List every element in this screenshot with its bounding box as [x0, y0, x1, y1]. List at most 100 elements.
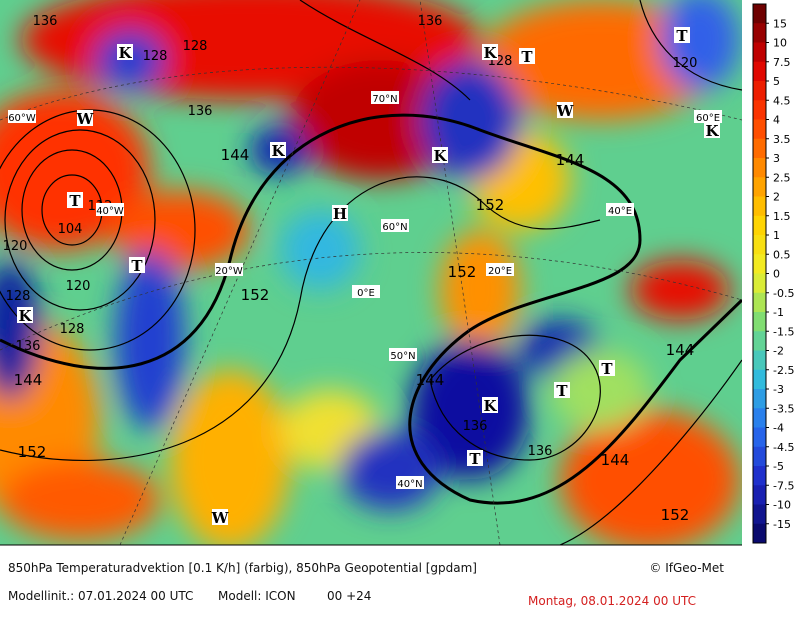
colorbar-label: 4.5 — [773, 94, 791, 107]
copyright: © IfGeo-Met — [649, 561, 724, 575]
system-box — [554, 382, 570, 398]
colorbar-label: 1 — [773, 229, 780, 242]
colorbar-segment — [753, 446, 766, 467]
grid-label-box — [352, 285, 380, 298]
colorbar-segment — [753, 4, 766, 24]
colorbar-segment — [753, 196, 766, 217]
map — [0, 0, 742, 545]
grid-label: 40°W — [96, 206, 124, 217]
contour-label: 120 — [66, 279, 91, 294]
colorbar-label: -5 — [773, 460, 784, 473]
colorbar-segment — [753, 23, 766, 43]
colorbar-label: 7.5 — [773, 56, 791, 69]
grid-label-box — [486, 263, 514, 276]
colorbar-label: 2.5 — [773, 171, 791, 184]
lead-time: 00 +24 — [327, 589, 371, 603]
system-box — [432, 147, 448, 163]
colorbar-label: 10 — [773, 37, 787, 50]
colorbar-label: -3 — [773, 383, 784, 396]
system-box — [77, 110, 93, 126]
colorbar-label: -1.5 — [773, 325, 794, 338]
colorbar-label: -7.5 — [773, 479, 794, 492]
grid-label-box — [381, 219, 409, 232]
colorbar-label: -3.5 — [773, 402, 794, 415]
init-time: Modellinit.: 07.01.2024 00 UTC — [8, 589, 193, 603]
colorbar-label: -15 — [773, 518, 791, 531]
grid-label: 0°E — [357, 288, 375, 299]
colorbar-label: -4 — [773, 422, 784, 435]
system-box — [332, 205, 348, 221]
colorbar-segment — [753, 215, 766, 236]
colorbar-segment — [753, 466, 766, 486]
system-box — [270, 142, 286, 158]
grid-label: 20°E — [488, 266, 512, 277]
grid-label: 50°N — [390, 351, 415, 362]
colorbar-label: 4 — [773, 114, 780, 127]
colorbar-segment — [753, 504, 766, 525]
colorbar-label: -2.5 — [773, 364, 794, 377]
system-box — [17, 307, 33, 323]
colorbar-segment — [753, 350, 766, 371]
colorbar-label: 15 — [773, 17, 787, 30]
system-box — [557, 102, 573, 118]
pressure-system: K — [483, 44, 497, 62]
grid-label: 40°E — [608, 206, 632, 217]
system-box — [704, 122, 720, 138]
pressure-system: W — [556, 102, 575, 120]
contour-label: 152 — [241, 286, 270, 304]
colorbar-segment — [753, 138, 766, 159]
pressure-system: K — [271, 142, 285, 160]
colorbar-segment — [753, 292, 766, 313]
grid-label: 40°N — [397, 479, 422, 490]
pressure-system: T — [676, 27, 688, 45]
contour-label: 104 — [58, 222, 83, 237]
colorbar-segment — [753, 235, 766, 255]
colorbar-segment — [753, 427, 766, 448]
valid-time: Montag, 08.01.2024 00 UTC — [528, 594, 696, 608]
colorbar-segment — [753, 254, 766, 274]
contour-label: 152 — [476, 196, 505, 214]
colorbar-label: -4.5 — [773, 441, 794, 454]
pressure-system: T — [69, 192, 81, 210]
contour-label: 136 — [463, 419, 488, 434]
system-box — [482, 397, 498, 413]
grid-label-box — [8, 110, 36, 123]
contour-label: 136 — [188, 104, 213, 119]
system-box — [129, 257, 145, 273]
model: Modell: ICON — [218, 589, 296, 603]
colorbar-segment — [753, 100, 766, 120]
system-box — [67, 192, 83, 208]
colorbar-label: 0 — [773, 268, 780, 281]
description: 850hPa Temperaturadvektion [0.1 K/h] (fa… — [8, 561, 477, 575]
grid-label-box — [694, 110, 722, 123]
colorbar-label: -0.5 — [773, 287, 794, 300]
pressure-system: K — [18, 307, 32, 325]
contour-label: 152 — [448, 263, 477, 281]
grid-label-box — [389, 348, 417, 361]
system-box — [674, 27, 690, 43]
colorbar-segment — [753, 408, 766, 428]
colorbar-segment — [753, 42, 766, 63]
system-box — [482, 44, 498, 60]
contour-label: 136 — [16, 339, 41, 354]
colorbar-label: 3 — [773, 152, 780, 165]
system-box — [212, 509, 228, 525]
pressure-system: K — [433, 147, 447, 165]
contour-label: 144 — [666, 341, 695, 359]
pressure-system: K — [118, 44, 132, 62]
colorbar-label: -1 — [773, 306, 784, 319]
pressure-system: T — [131, 257, 143, 275]
system-box — [599, 360, 615, 376]
colorbar-segment — [753, 273, 766, 294]
colorbar-label: 3.5 — [773, 133, 791, 146]
grid-label-box — [396, 476, 424, 489]
contour-label: 144 — [14, 371, 43, 389]
advection-field — [0, 0, 740, 545]
colorbar-segment — [753, 158, 766, 178]
contour-label: 152 — [661, 506, 690, 524]
contour-label: 120 — [673, 56, 698, 71]
system-box — [519, 48, 535, 64]
colorbar-label: -2 — [773, 345, 784, 358]
grid-label-box — [96, 203, 124, 216]
footer-panel — [0, 546, 742, 640]
